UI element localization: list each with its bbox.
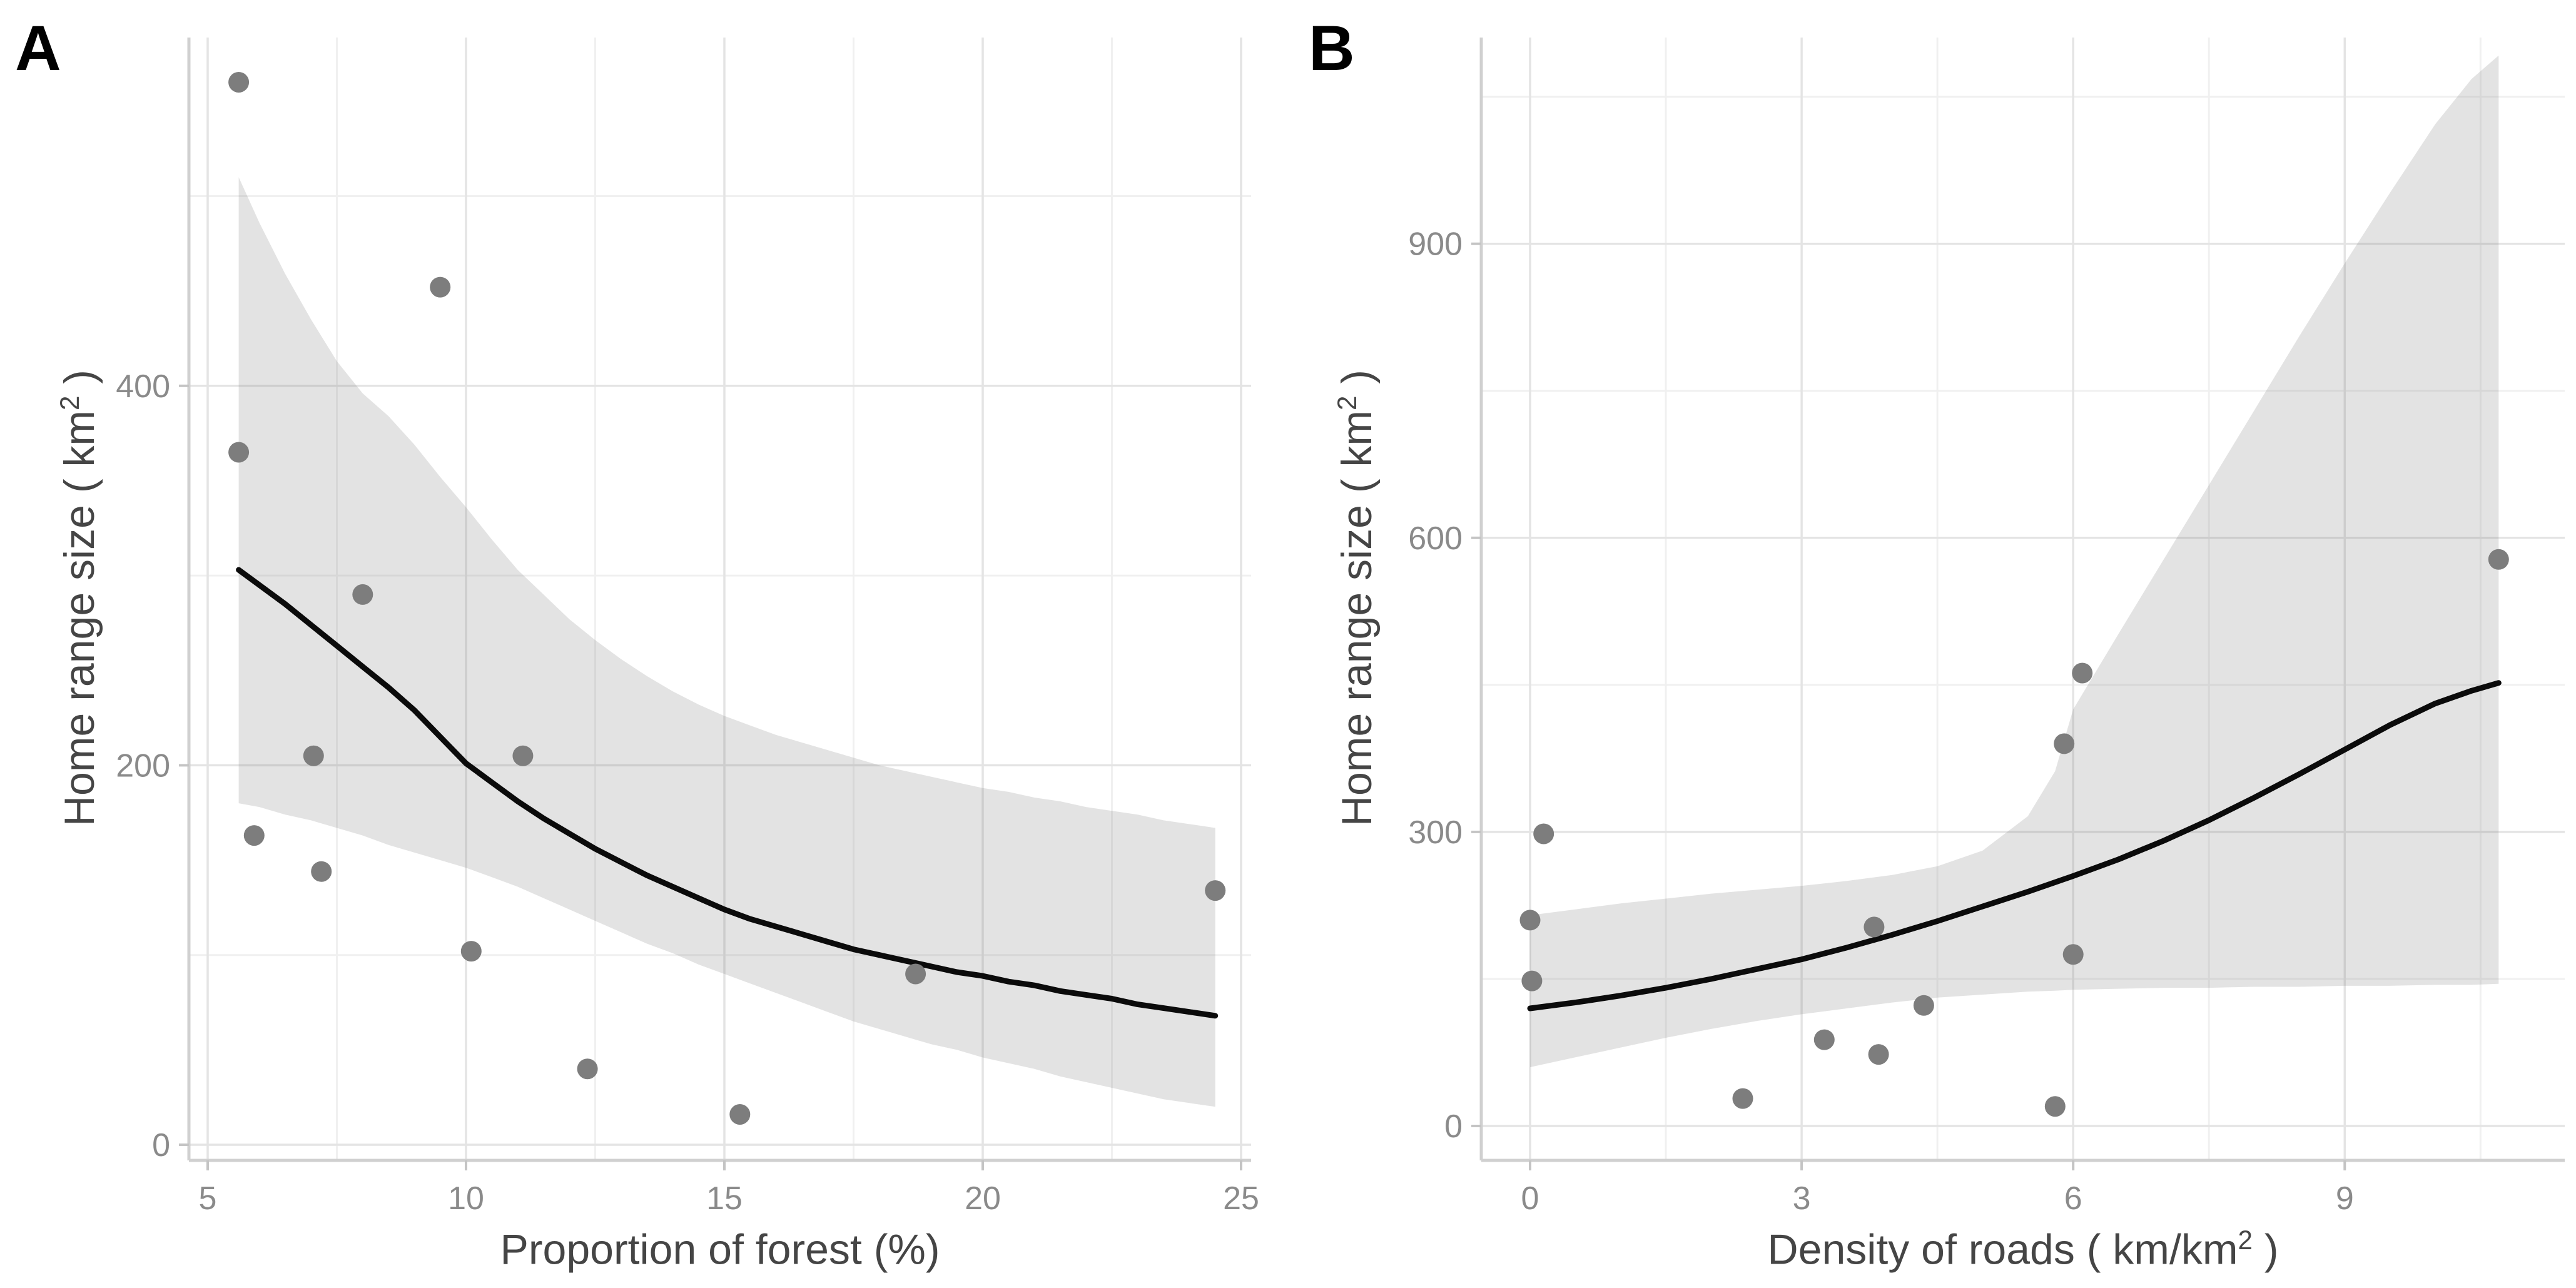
panel-b-x-tick-label: 3 <box>1793 1180 1811 1217</box>
panel-b-smooth-line <box>1527 680 2502 1012</box>
panel-b-x-axis-title: Density of roads ( km/km2 ) <box>1767 1225 2279 1274</box>
panel-b-y-tick-label: 900 <box>1408 226 1463 263</box>
panel-a-scatter-point <box>512 745 534 766</box>
panel-b-x-tick-label: 0 <box>1521 1180 1539 1217</box>
panel-a-scatter-point <box>228 442 250 463</box>
panel-b-scatter-point <box>1521 970 1543 991</box>
panel-a-y-tick-label: 200 <box>116 748 170 784</box>
panel-a-x-tick-label: 5 <box>199 1180 217 1217</box>
panel-a-scatter-point <box>243 825 265 846</box>
panel-b-scatter-point <box>1813 1029 1835 1050</box>
panel-b-scatter-point <box>1913 995 1934 1016</box>
panel-a-x-tick-label: 25 <box>1223 1180 1259 1217</box>
panel-b-y-tick-label: 300 <box>1408 814 1463 851</box>
panel-a-scatter-point <box>460 941 482 962</box>
panel-a-scatter-point <box>303 745 324 766</box>
panel-b-y-tick-label: 0 <box>1444 1108 1463 1145</box>
panel-a-label: A <box>15 13 61 84</box>
panel-a-scatter-point <box>905 963 926 985</box>
panel-b-scatter-point <box>2488 549 2509 570</box>
panel-a-scatter-point <box>228 72 250 93</box>
panel-a-scatter-point <box>729 1104 751 1125</box>
panel-b-scatter-point <box>2054 733 2075 754</box>
panel-a-x-tick-label: 10 <box>448 1180 484 1217</box>
panel-a-y-axis-title: Home range size ( km2 ) <box>55 369 103 827</box>
panel-b-scatter-point <box>1533 823 1554 844</box>
panel-a-x-axis-title: Proportion of forest (%) <box>500 1225 940 1274</box>
panel-a-confidence-ribbon <box>238 177 1215 1107</box>
panel-b-scatter-point <box>1864 916 1885 938</box>
panel-a-y-tick-label: 400 <box>116 368 170 405</box>
panel-b-scatter-point <box>2062 944 2084 965</box>
panel-a-smooth-line <box>236 567 1219 1019</box>
panel-a-scatter-point <box>352 584 373 605</box>
panel-a-y-tick-label: 0 <box>152 1127 170 1164</box>
panel-b-x-tick-label: 6 <box>2064 1180 2082 1217</box>
panel-a-x-tick-label: 20 <box>965 1180 1001 1217</box>
panel-a-scatter-point <box>430 276 451 298</box>
panel-b-scatter-point <box>1868 1044 1889 1065</box>
panel-b-scatter-point <box>2044 1096 2066 1117</box>
panel-b-scatter-point <box>1732 1088 1753 1109</box>
panel-b-scatter-point <box>1519 910 1541 931</box>
panel-a-scatter-point <box>311 861 332 882</box>
panel-b-confidence-ribbon <box>1530 55 2499 1067</box>
panel-b-scatter-point <box>2072 662 2093 684</box>
panel-a-scatter-point <box>577 1058 598 1080</box>
panel-b-label: B <box>1309 13 1355 84</box>
panel-b-x-tick-label: 9 <box>2336 1180 2354 1217</box>
panel-a-x-tick-label: 15 <box>706 1180 743 1217</box>
panel-b-y-axis-title: Home range size ( km2 ) <box>1332 369 1381 827</box>
panel-b-y-tick-label: 600 <box>1408 520 1463 557</box>
panel-a-scatter-point <box>1205 880 1226 901</box>
